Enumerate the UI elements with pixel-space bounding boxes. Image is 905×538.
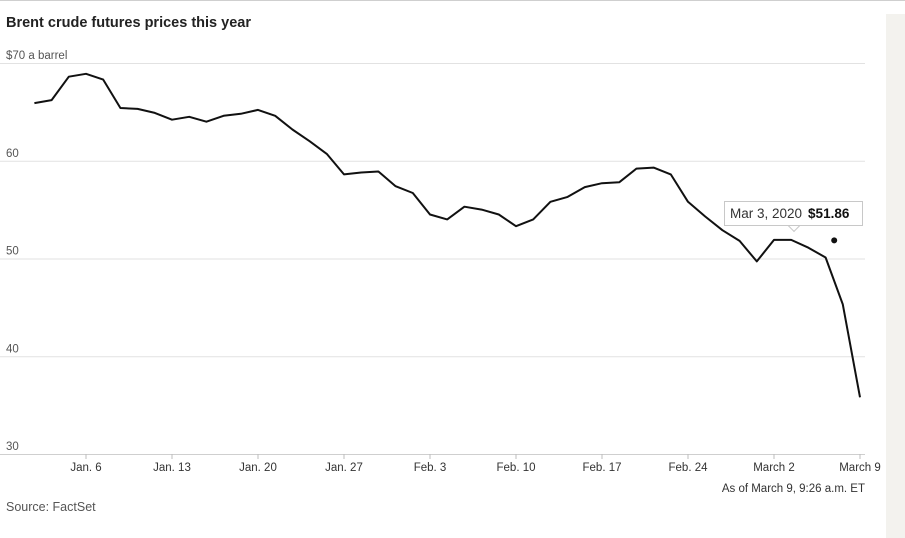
x-tick-label: March 2 (753, 462, 795, 474)
y-tick-label: 30 (6, 441, 19, 453)
x-tick-label: Feb. 10 (497, 462, 536, 474)
price-series-line (34, 72, 861, 398)
tooltip: Mar 3, 2020 $51.86 (724, 201, 863, 226)
side-panel (886, 14, 905, 538)
x-tick-label: Jan. 13 (153, 462, 191, 474)
as-of-note: As of March 9, 9:26 a.m. ET (721, 483, 865, 495)
x-tick-label: Jan. 27 (325, 462, 363, 474)
y-tick-label: $70 a barrel (6, 50, 67, 62)
source-note: Source: FactSet (6, 500, 96, 514)
grid-layer (0, 63, 865, 455)
x-tick-label: Jan. 6 (70, 462, 101, 474)
hover-point-marker (831, 237, 838, 244)
chart-title: Brent crude futures prices this year (6, 15, 251, 31)
tooltip-date: Mar 3, 2020 (730, 206, 803, 221)
x-tick-label: March 9 (839, 462, 881, 474)
x-tick-label: Jan. 20 (239, 462, 277, 474)
x-tick-label: Feb. 24 (669, 462, 709, 474)
x-axis: Jan. 6 Jan. 13 Jan. 20 Jan. 27 Feb. 3 Feb. 10… (70, 454, 881, 474)
y-tick-label: 50 (6, 246, 19, 258)
x-tick-label: Feb. 3 (414, 462, 447, 474)
y-tick-label: 40 (6, 343, 19, 355)
top-rule (0, 0, 905, 1)
x-tick-label: Feb. 17 (583, 462, 622, 474)
tooltip-value: $51.86 (808, 206, 850, 221)
y-tick-label: 60 (6, 148, 19, 160)
y-axis: $70 a barrel 60 50 40 30 (6, 50, 67, 453)
